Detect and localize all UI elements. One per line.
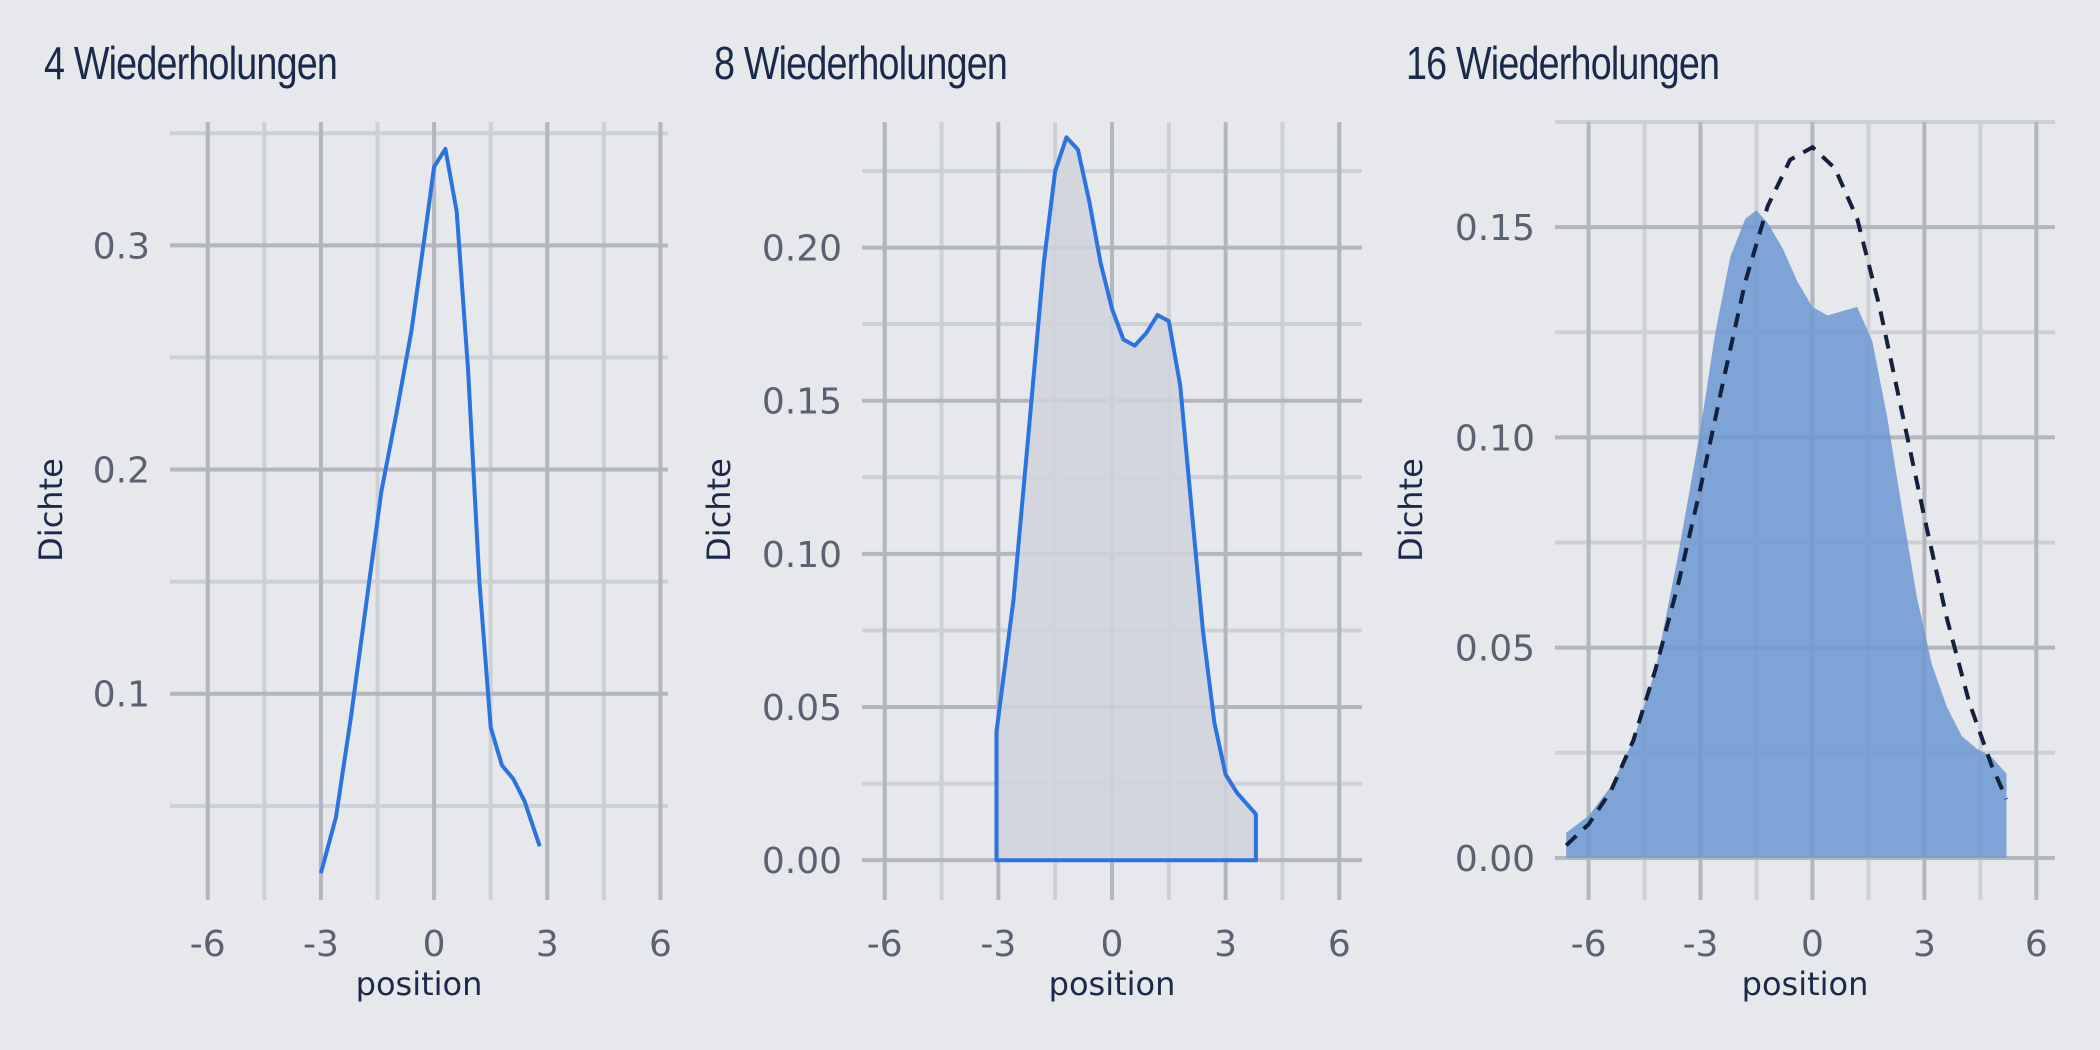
density-area [994, 135, 1258, 863]
y-tick-label: 0.10 [1455, 418, 1535, 459]
panel-3: -6 -3 0 3 6 0.00 0.05 0.10 0.15 position Dichte [1392, 120, 2055, 1003]
x-tick-label: 0 [1101, 924, 1124, 965]
y-tick-label: 0.3 [93, 226, 150, 267]
panel-2-title: 8 Wiederholungen [714, 37, 1008, 89]
density-area [1566, 210, 2007, 858]
x-axis-title: position [1049, 965, 1176, 1003]
y-tick-label: 0.15 [1455, 208, 1535, 249]
panel-1: -6 -3 0 3 6 0.1 0.2 0.3 position Dichte [32, 122, 672, 1003]
x-tick-label: 0 [423, 924, 446, 965]
x-tick-label: 6 [2025, 924, 2048, 965]
y-axis-title: Dichte [32, 458, 70, 562]
y-axis-title: Dichte [1392, 458, 1430, 562]
y-tick-label: 0.20 [762, 229, 842, 270]
x-tick-label: -6 [867, 924, 903, 965]
panel-2: -6 -3 0 3 6 0.00 0.05 0.10 0.15 0.20 position Dicht… [700, 122, 1362, 1003]
x-tick-label: 0 [1801, 924, 1824, 965]
y-tick-label: 0.00 [762, 841, 842, 882]
y-tick-label: 0.15 [762, 382, 842, 423]
x-tick-label: -3 [303, 924, 339, 965]
x-tick-label: 6 [1328, 924, 1351, 965]
x-axis-title: position [1742, 965, 1869, 1003]
x-tick-label: -6 [1571, 924, 1607, 965]
y-tick-label: 0.00 [1455, 839, 1535, 880]
x-tick-label: -3 [980, 924, 1016, 965]
y-tick-label: 0.05 [762, 688, 842, 729]
x-tick-label: 3 [1214, 924, 1237, 965]
y-tick-label: 0.05 [1455, 629, 1535, 670]
y-tick-label: 0.10 [762, 535, 842, 576]
x-tick-label: -3 [1683, 924, 1719, 965]
x-tick-label: 3 [536, 924, 559, 965]
y-axis-title: Dichte [700, 458, 738, 562]
y-tick-label: 0.2 [93, 451, 150, 492]
y-tick-label: 0.1 [93, 675, 150, 716]
x-tick-label: 6 [649, 924, 672, 965]
panel-3-title: 16 Wiederholungen [1406, 37, 1720, 89]
density-line [318, 146, 542, 874]
normal-curve-dashed [1564, 144, 2009, 847]
x-tick-label: -6 [190, 924, 226, 965]
x-tick-label: 3 [1913, 924, 1936, 965]
x-axis-title: position [356, 965, 483, 1003]
panel-1-title: 4 Wiederholungen [44, 37, 338, 89]
